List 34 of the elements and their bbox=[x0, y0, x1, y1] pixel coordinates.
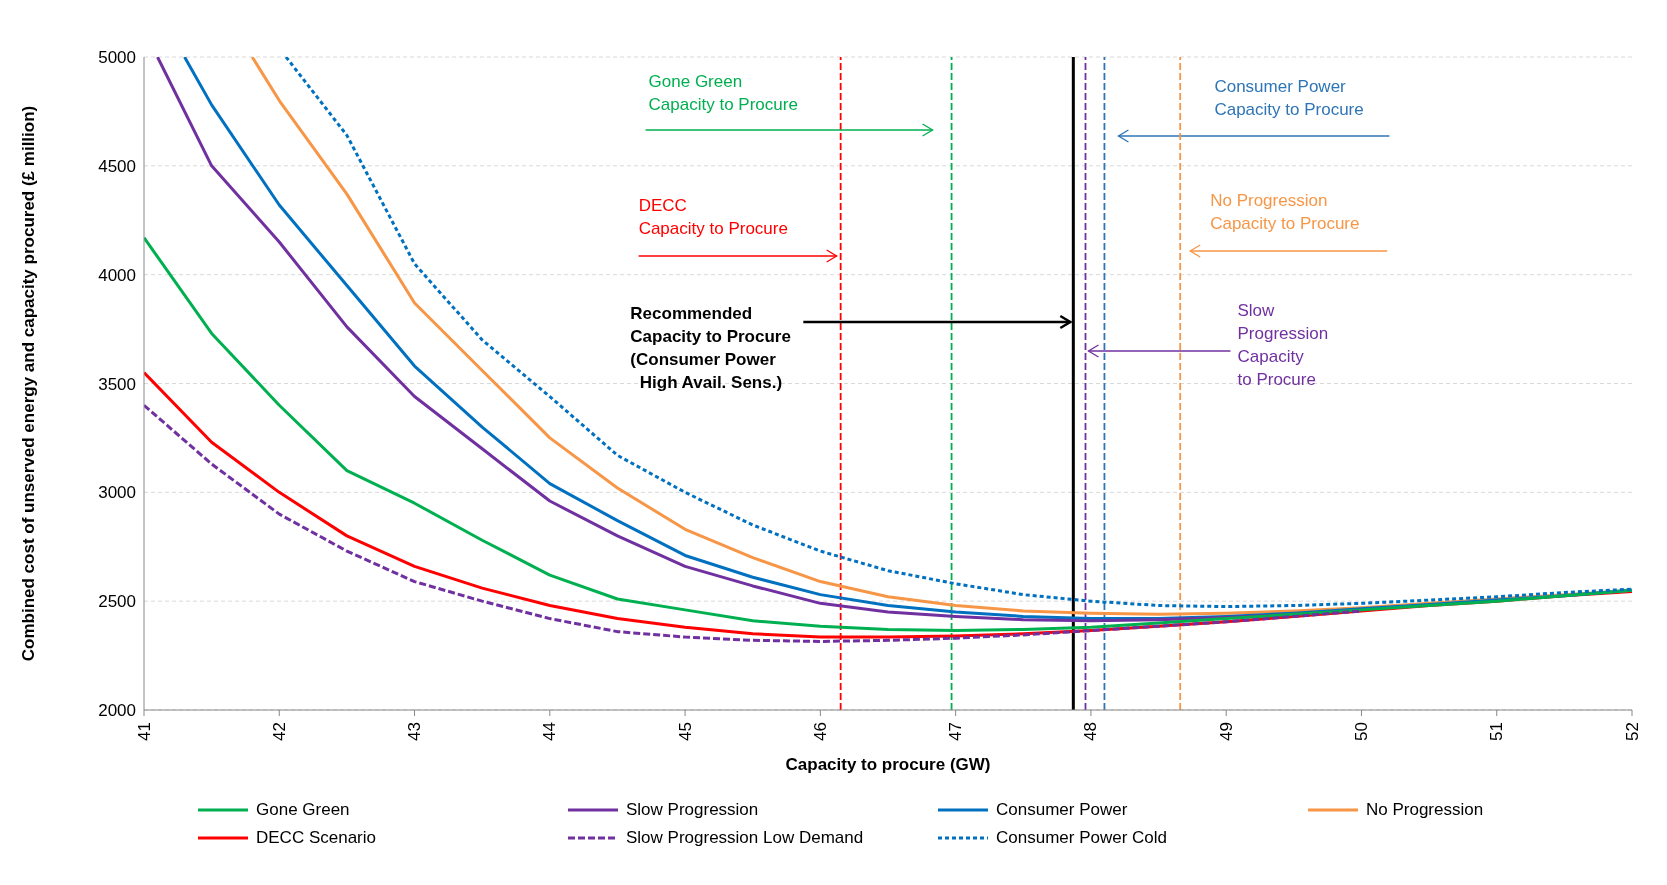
ref-line-label: Slow Progression Capacity to Procure bbox=[1237, 301, 1329, 389]
ref-line-label: Recommended Capacity to Procure (Consumer Power High Avail. Sens.) bbox=[630, 304, 791, 392]
y-tick-label: 4500 bbox=[98, 156, 136, 176]
legend-label: Slow Progression Low Demand bbox=[626, 828, 864, 848]
legend-label: DECC Scenario bbox=[256, 828, 376, 848]
x-tick-label: 46 bbox=[810, 722, 830, 741]
x-tick-label: 50 bbox=[1351, 722, 1371, 741]
x-tick-label: 42 bbox=[269, 722, 289, 741]
y-tick-label: 4000 bbox=[98, 265, 136, 285]
ref-line-label: Gone Green Capacity to Procure bbox=[648, 72, 798, 114]
ref-line-label: Consumer Power Capacity to Procure bbox=[1214, 77, 1364, 119]
ref-line-label: No Progression Capacity to Procure bbox=[1210, 191, 1360, 233]
y-axis-title: Combined cost of unserved energy and capacity procured (£ million) bbox=[19, 105, 39, 662]
legend-label: No Progression bbox=[1366, 800, 1484, 820]
x-tick-label: 51 bbox=[1487, 722, 1507, 741]
x-axis-title: Capacity to procure (GW) bbox=[785, 755, 991, 774]
legend-label: Consumer Power bbox=[996, 800, 1128, 820]
legend-label: Gone Green bbox=[256, 800, 350, 820]
y-tick-label: 2500 bbox=[98, 592, 136, 612]
y-tick-label: 5000 bbox=[98, 48, 136, 68]
x-tick-label: 45 bbox=[675, 722, 695, 741]
ref-line-label: DECC Capacity to Procure bbox=[638, 196, 788, 238]
x-tick-label: 47 bbox=[946, 722, 966, 741]
x-tick-label: 49 bbox=[1216, 722, 1236, 741]
x-tick-label: 52 bbox=[1622, 722, 1642, 741]
x-tick-label: 43 bbox=[405, 722, 425, 741]
legend-label: Consumer Power Cold bbox=[996, 828, 1168, 848]
x-tick-label: 44 bbox=[540, 722, 560, 741]
y-tick-label: 3000 bbox=[98, 483, 136, 503]
x-tick-label: 41 bbox=[134, 722, 154, 741]
y-tick-label: 3500 bbox=[98, 374, 136, 394]
y-tick-label: 2000 bbox=[98, 701, 136, 721]
legend-label: Slow Progression bbox=[626, 800, 759, 820]
x-tick-label: 48 bbox=[1081, 722, 1101, 741]
